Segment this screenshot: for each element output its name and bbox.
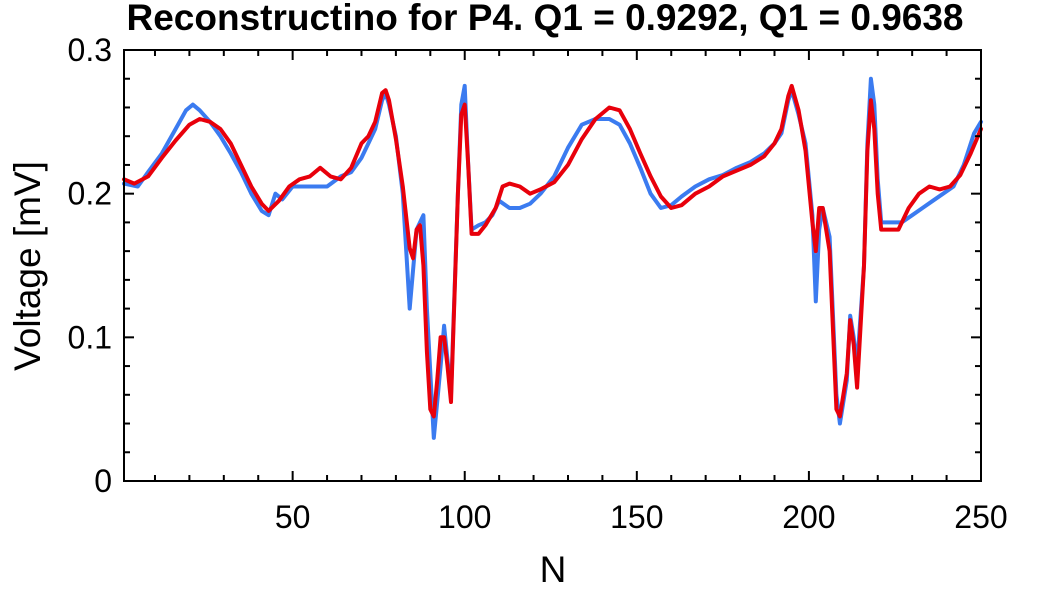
x-tick-label: 250 — [954, 499, 1007, 535]
series-line-2 — [122, 83, 983, 419]
chart-title: Reconstructino for P4. Q1 = 0.9292, Q1 =… — [127, 0, 964, 38]
y-tick-label: 0.3 — [68, 32, 112, 68]
y-axis-label: Voltage [mV] — [7, 161, 48, 371]
x-tick-label: 150 — [610, 499, 663, 535]
series-layer — [122, 76, 983, 440]
axes-layer: 50 100 150 200 250 0 0.1 0.2 0.3 — [68, 32, 1008, 535]
y-tick-label: 0.1 — [68, 319, 112, 355]
y-tick-label: 0.2 — [68, 176, 112, 212]
x-tick-label: 50 — [275, 499, 311, 535]
x-tick-label: 100 — [438, 499, 491, 535]
series-line-1 — [122, 76, 983, 440]
x-tick-label: 200 — [782, 499, 835, 535]
y-tick-label: 0 — [94, 463, 112, 499]
plot-frame — [123, 49, 982, 482]
x-axis-label: N — [540, 549, 567, 590]
